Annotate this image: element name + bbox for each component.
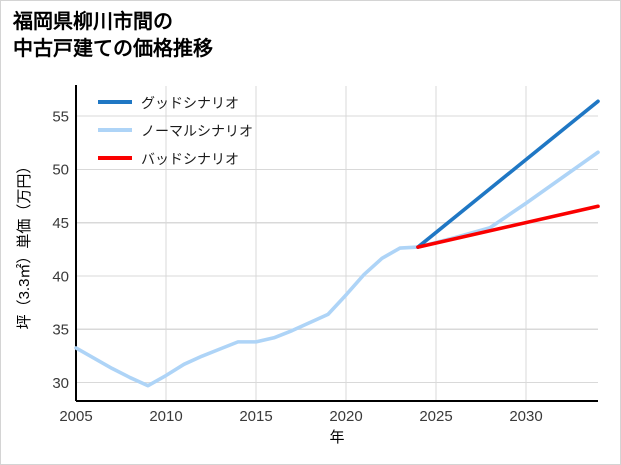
legend-label-good: グッドシナリオ (141, 95, 239, 111)
y-tick-labels: 30 35 40 45 50 55 (52, 108, 69, 392)
x-tick-2010: 2010 (149, 408, 182, 425)
y-tick-35: 35 (52, 322, 69, 339)
y-gridlines (76, 115, 598, 384)
series-line-normal (74, 150, 600, 388)
y-tick-55: 55 (52, 108, 69, 125)
page-title: 福岡県柳川市間の 中古戸建ての価格推移 (13, 11, 213, 60)
y-tick-30: 30 (52, 375, 69, 392)
y-tick-50: 50 (52, 162, 69, 179)
legend-label-bad: バッドシナリオ (141, 151, 239, 167)
x-tick-2005: 2005 (59, 408, 92, 425)
series-group (74, 99, 600, 388)
legend-label-normal: ノーマルシナリオ (141, 123, 253, 139)
y-tick-45: 45 (52, 215, 69, 232)
x-axis-label: 年 (329, 429, 344, 446)
x-tick-2030: 2030 (509, 408, 542, 425)
x-tick-labels: 2005 2010 2015 2020 2025 2030 (59, 408, 542, 425)
chart-legend: グッドシナリオ ノーマルシナリオ バッドシナリオ (98, 95, 253, 167)
y-axis-label: 坪（3.3㎡）単価（万円） (16, 159, 33, 330)
y-tick-40: 40 (52, 268, 69, 285)
series-line-bad (416, 204, 600, 249)
x-tick-2020: 2020 (329, 408, 362, 425)
x-tick-2015: 2015 (239, 408, 272, 425)
series-line-good (416, 99, 600, 249)
x-tick-2025: 2025 (419, 408, 452, 425)
